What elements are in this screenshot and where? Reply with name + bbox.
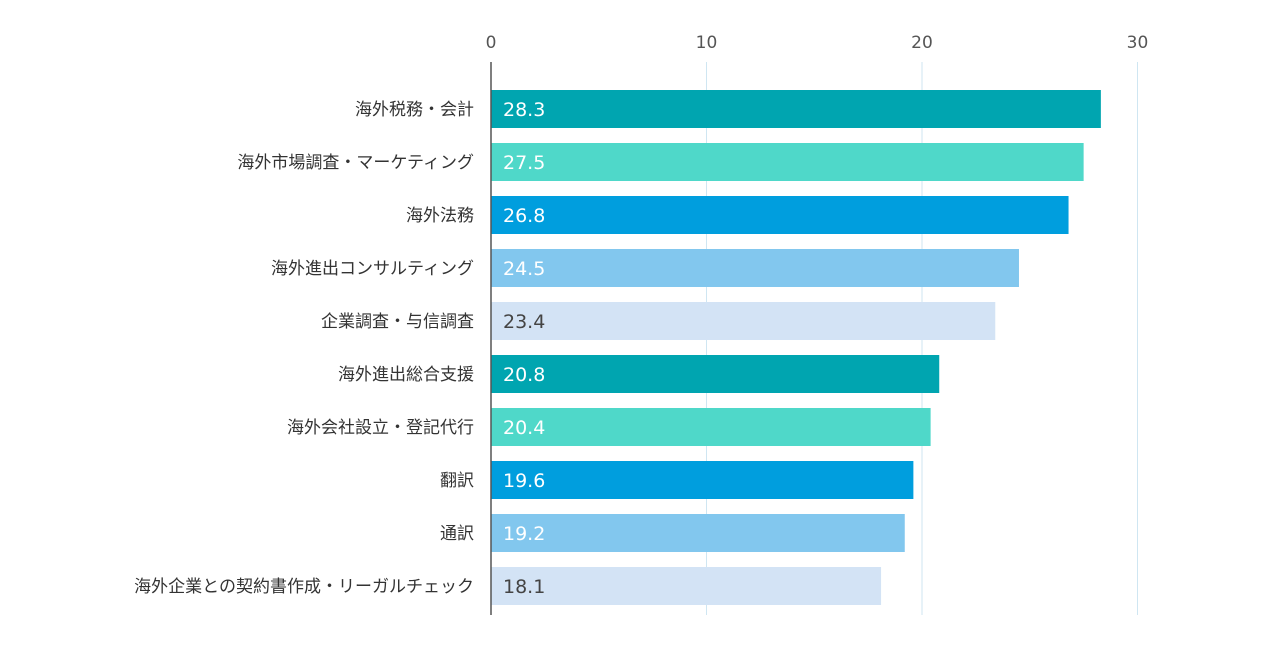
bar: [491, 567, 882, 605]
value-label: 20.4: [503, 417, 545, 439]
x-tick-label: 10: [696, 33, 718, 53]
category-labels: 海外税務・会計海外市場調査・マーケティング海外法務海外進出コンサルティング企業調…: [134, 100, 474, 597]
bar: [491, 355, 940, 393]
category-label: 海外進出コンサルティング: [271, 259, 474, 279]
category-label: 海外進出総合支援: [338, 365, 474, 385]
bar: [491, 461, 914, 499]
x-tick-label: 20: [911, 33, 933, 53]
category-label: 海外市場調査・マーケティング: [237, 153, 474, 173]
value-label: 18.1: [503, 576, 545, 598]
category-label: 通訳: [440, 524, 474, 544]
bar: [491, 408, 931, 446]
x-axis-ticks: 0 10 20 30: [486, 33, 1149, 53]
value-label: 19.6: [503, 470, 545, 492]
category-label: 海外企業との契約書作成・リーガルチェック: [134, 577, 474, 597]
value-label: 24.5: [503, 258, 545, 280]
value-label: 23.4: [503, 311, 545, 333]
value-label: 28.3: [503, 99, 545, 121]
x-tick-label: 30: [1127, 33, 1149, 53]
value-label: 27.5: [503, 152, 545, 174]
category-label: 海外税務・会計: [355, 100, 474, 120]
bar: [491, 249, 1019, 287]
category-label: 海外会社設立・登記代行: [287, 418, 474, 438]
bar: [491, 143, 1084, 181]
x-tick-label: 0: [486, 33, 497, 53]
bars: [491, 90, 1101, 605]
value-labels: 28.3 27.5 26.8 24.5 23.4 20.8 20.4 19.6 19.2 18.1: [503, 99, 545, 598]
category-label: 企業調査・与信調査: [321, 312, 474, 332]
bar: [491, 196, 1069, 234]
value-label: 26.8: [503, 205, 545, 227]
bar: [491, 90, 1101, 128]
bar: [491, 302, 996, 340]
category-label: 翻訳: [440, 471, 474, 491]
value-label: 19.2: [503, 523, 545, 545]
category-label: 海外法務: [406, 206, 474, 226]
value-label: 20.8: [503, 364, 545, 386]
bar: [491, 514, 905, 552]
